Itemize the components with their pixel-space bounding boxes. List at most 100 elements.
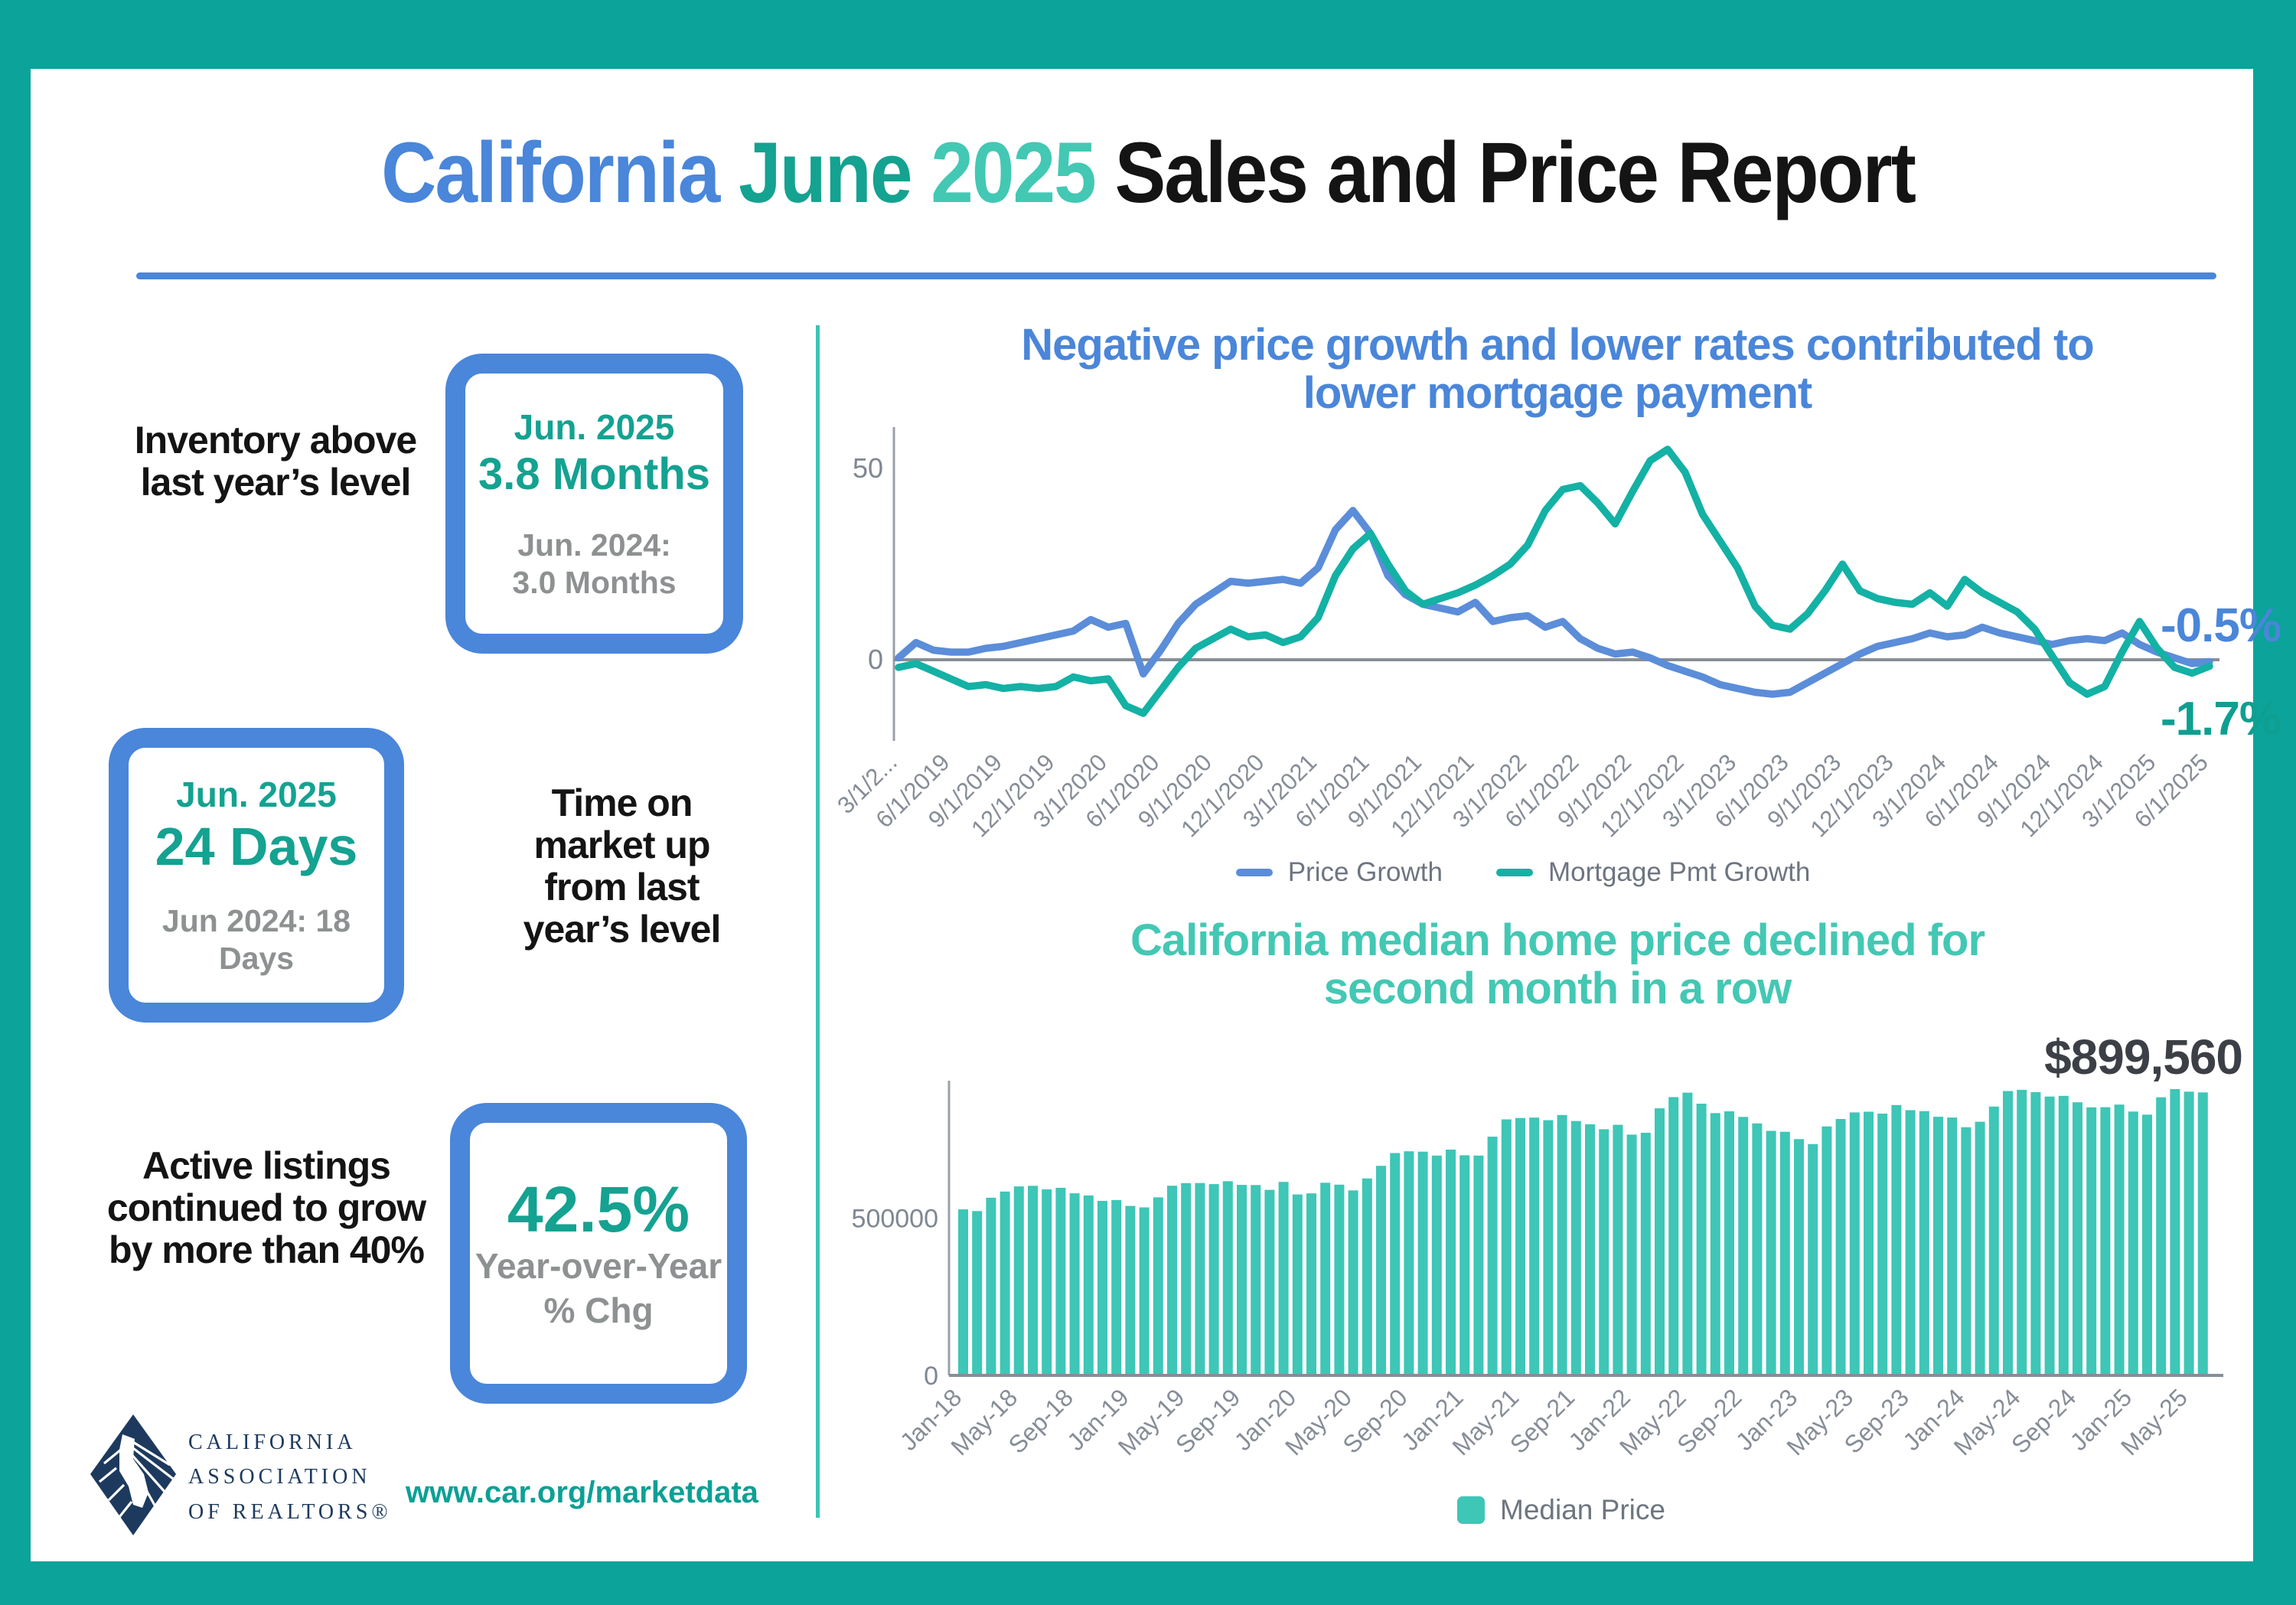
median-price-bar <box>1529 1117 1540 1375</box>
median-price-bar <box>1613 1124 1623 1375</box>
bar-chart-legend: Median Price <box>834 1494 2288 1526</box>
median-price-bar <box>1000 1191 1010 1375</box>
bar-chart-title-line2: second month in a row <box>1323 963 1792 1013</box>
median-price-bar <box>958 1209 968 1375</box>
title-year: 2025 <box>931 125 1096 221</box>
stat-box-days: Jun. 2025 24 Days Jun 2024: 18 Days <box>109 728 404 1023</box>
marketdata-link[interactable]: www.car.org/marketdata <box>406 1476 758 1509</box>
median-price-chart: 5000000Jan-18May-18Sep-18Jan-19May-19Sep… <box>852 1081 2223 1460</box>
median-price-bar <box>2183 1091 2194 1375</box>
median-price-bar <box>1975 1121 1985 1375</box>
price-growth-legend-dash-icon <box>1235 869 1273 876</box>
median-price-bar <box>1320 1183 1331 1375</box>
median-price-bar <box>1710 1113 1720 1375</box>
line-chart-title-line1: Negative price growth and lower rates co… <box>1021 320 2094 370</box>
stat-sub: % Chg <box>543 1290 654 1330</box>
stat-value: 24 Days <box>155 816 358 876</box>
median-price-bar <box>986 1197 996 1375</box>
median-price-bar <box>1334 1184 1345 1375</box>
median-price-bar <box>1237 1185 1247 1375</box>
median-price-bar <box>1947 1117 1958 1375</box>
median-price-bar <box>1097 1201 1107 1375</box>
median-price-bar <box>1348 1190 1358 1375</box>
median-price-bar <box>1779 1131 1790 1375</box>
median-price-bar <box>1864 1111 1874 1375</box>
mortgage-growth-legend-label: Mortgage Pmt Growth <box>1548 857 1811 887</box>
median-price-bar <box>1487 1137 1498 1375</box>
line-chart-title-line2: lower mortgage payment <box>1303 367 1812 418</box>
median-price-bar <box>1919 1111 1929 1375</box>
stat-compare: Jun 2024: 18 <box>161 902 351 938</box>
median-price-bar <box>2156 1097 2167 1375</box>
median-price-legend-label: Median Price <box>1500 1494 1665 1525</box>
median-price-bar <box>1292 1194 1303 1375</box>
median-price-bar <box>1111 1199 1122 1375</box>
price-growth-legend-label: Price Growth <box>1287 857 1443 887</box>
median-price-bar <box>1988 1106 1999 1375</box>
stat-period: Jun. 2025 <box>176 775 337 815</box>
median-price-bar <box>1738 1117 1749 1375</box>
median-price-bar <box>1028 1186 1038 1375</box>
median-price-bar <box>1195 1183 1205 1375</box>
median-price-bar <box>1446 1150 1456 1375</box>
median-price-bar <box>2058 1095 2069 1375</box>
mortgage-pmt-growth-line <box>895 445 2213 717</box>
car-logo-icon <box>90 1414 176 1535</box>
median-price-bar <box>1153 1197 1163 1375</box>
line-chart-legend: Price Growth Mortgage Pmt Growth <box>834 857 2212 888</box>
median-price-bar <box>1251 1185 1261 1375</box>
y-tick-label: 0 <box>868 644 883 675</box>
logo-line: OF REALTORS® <box>188 1499 392 1524</box>
mortgage-growth-end-label: -1.7% <box>2161 693 2281 745</box>
median-price-bar <box>1208 1184 1219 1375</box>
logo-line: ASSOCIATION <box>188 1465 371 1489</box>
median-price-bar <box>1668 1097 1679 1375</box>
median-price-bar <box>1404 1151 1414 1375</box>
median-price-bar <box>2030 1091 2041 1375</box>
title-underline <box>136 272 2216 279</box>
stat-value: 42.5% <box>507 1173 690 1245</box>
median-price-bar <box>1306 1193 1316 1375</box>
median-price-bar <box>2086 1107 2097 1375</box>
median-price-bar <box>1585 1124 1595 1375</box>
median-price-bar <box>1278 1182 1289 1375</box>
y-tick-label: 50 <box>853 452 883 484</box>
median-price-bar <box>1570 1121 1581 1375</box>
page-title: California June 2025 Sales and Price Rep… <box>0 124 2296 223</box>
stat-compare: Days <box>218 940 294 976</box>
median-price-bar <box>1264 1189 1275 1375</box>
logo-line: CALIFORNIA <box>188 1430 357 1454</box>
median-price-bar <box>1794 1139 1804 1375</box>
column-divider <box>816 325 820 1518</box>
median-price-bar <box>1961 1127 1971 1375</box>
median-price-bar <box>2114 1104 2125 1375</box>
median-price-bar <box>1069 1193 1080 1375</box>
median-price-bar <box>1905 1110 1916 1375</box>
stat-label-time-on-market: Time on market up from last year’s level <box>523 781 722 951</box>
stat-value: 3.8 Months <box>478 449 710 500</box>
median-price-bar <box>1933 1117 1943 1375</box>
median-price-bar <box>1766 1130 1776 1375</box>
bar-chart-title: California median home price declined fo… <box>857 916 2258 1013</box>
median-price-bar <box>2073 1102 2082 1375</box>
median-price-bar <box>1139 1207 1150 1375</box>
median-price-bar <box>1891 1104 1902 1375</box>
median-price-bar <box>1167 1186 1177 1375</box>
title-month: June <box>739 125 912 221</box>
median-price-bar <box>1557 1114 1567 1375</box>
line-chart-title: Negative price growth and lower rates co… <box>857 321 2258 417</box>
median-price-bar <box>1640 1133 1651 1375</box>
stat-box-yoy: 42.5% Year-over-Year % Chg <box>450 1103 747 1404</box>
median-price-bar <box>1042 1189 1052 1375</box>
median-price-bar <box>1459 1155 1470 1375</box>
median-price-bar <box>1752 1123 1763 1375</box>
median-price-bar <box>2044 1096 2055 1375</box>
price-growth-chart: 5003/1/2...6/1/20199/1/201912/1/20193/1/… <box>834 427 2219 842</box>
median-price-bar <box>1655 1108 1665 1375</box>
median-price-bar <box>1390 1153 1401 1375</box>
median-price-bar <box>1473 1155 1484 1375</box>
median-price-bar <box>1417 1151 1428 1375</box>
median-price-legend-square-icon <box>1457 1496 1486 1524</box>
median-price-bar <box>1696 1104 1707 1375</box>
